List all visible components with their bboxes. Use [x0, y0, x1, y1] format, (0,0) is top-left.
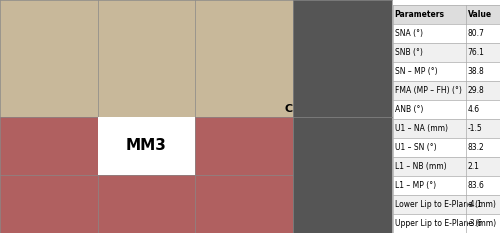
Bar: [392, 119, 500, 138]
Bar: [392, 43, 500, 62]
Bar: [392, 214, 500, 233]
Text: 29.8: 29.8: [468, 86, 484, 95]
Text: 83.6: 83.6: [468, 181, 484, 190]
Text: 76.1: 76.1: [468, 48, 484, 57]
Text: -4.1: -4.1: [468, 200, 482, 209]
Bar: [392, 157, 500, 176]
Text: Lower Lip to E-Plane (mm): Lower Lip to E-Plane (mm): [394, 200, 496, 209]
Bar: [392, 138, 500, 157]
Bar: [392, 195, 500, 214]
Text: SN – MP (°): SN – MP (°): [394, 67, 438, 76]
Text: 38.8: 38.8: [468, 67, 484, 76]
Text: 83.2: 83.2: [468, 143, 484, 152]
Text: 2.1: 2.1: [468, 162, 479, 171]
Text: -3.6: -3.6: [468, 219, 482, 228]
Bar: [392, 5, 500, 24]
Text: Parameters: Parameters: [394, 10, 444, 19]
Text: FMA (MP – FH) (°): FMA (MP – FH) (°): [394, 86, 462, 95]
Text: SNA (°): SNA (°): [394, 29, 422, 38]
Text: Upper Lip to E-Plane (mm): Upper Lip to E-Plane (mm): [394, 219, 496, 228]
Text: MM3: MM3: [126, 138, 166, 153]
Text: L1 – NB (mm): L1 – NB (mm): [394, 162, 446, 171]
Text: U1 – NA (mm): U1 – NA (mm): [394, 124, 448, 133]
Text: L1 – MP (°): L1 – MP (°): [394, 181, 436, 190]
Bar: [392, 176, 500, 195]
Text: ANB (°): ANB (°): [394, 105, 423, 114]
Bar: [392, 24, 500, 43]
Text: 4.6: 4.6: [468, 105, 480, 114]
Bar: [392, 81, 500, 100]
Text: 80.7: 80.7: [468, 29, 484, 38]
Text: Value: Value: [468, 10, 492, 19]
Bar: [392, 62, 500, 81]
Text: U1 – SN (°): U1 – SN (°): [394, 143, 436, 152]
Bar: [392, 100, 500, 119]
Text: -1.5: -1.5: [468, 124, 482, 133]
Text: C: C: [284, 104, 292, 114]
Text: SNB (°): SNB (°): [394, 48, 422, 57]
